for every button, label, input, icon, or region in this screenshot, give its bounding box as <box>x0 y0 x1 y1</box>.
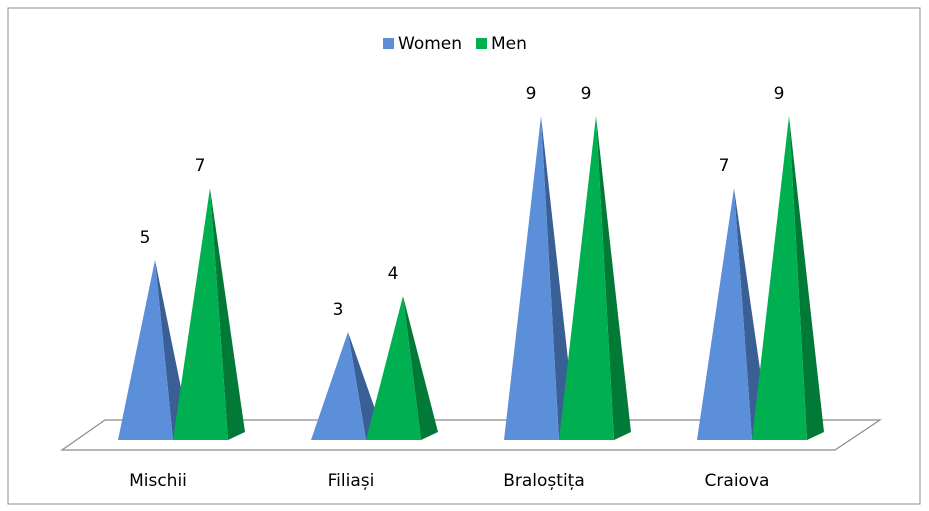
legend-label: Women <box>398 34 462 54</box>
legend-label: Men <box>491 34 527 54</box>
pyramid-side <box>210 188 245 440</box>
pyramid <box>559 116 614 440</box>
pyramid <box>504 116 559 440</box>
value-label: 7 <box>195 156 206 176</box>
floor <box>60 419 882 451</box>
pyramid <box>173 188 228 440</box>
value-label: 9 <box>526 84 537 104</box>
pyramid-side <box>789 116 824 440</box>
pyramid <box>311 332 366 440</box>
pyramid <box>366 296 421 440</box>
pyramid <box>752 116 807 440</box>
pyramid-side <box>596 116 631 440</box>
legend-swatch <box>383 38 394 49</box>
x-tick-label: Mischii <box>129 471 187 491</box>
value-label: 9 <box>581 84 592 104</box>
pyramid <box>697 188 752 440</box>
x-tick-label: Braloștița <box>503 471 585 491</box>
value-label: 4 <box>388 264 399 284</box>
legend-swatch <box>476 38 488 49</box>
pyramid-side <box>403 296 438 440</box>
x-tick-label: Filiași <box>328 471 375 491</box>
x-tick-label: Craiova <box>705 471 770 491</box>
value-label: 5 <box>140 228 151 248</box>
pyramid-side <box>541 116 576 440</box>
value-label: 9 <box>774 84 785 104</box>
pyramid <box>118 260 173 440</box>
value-label: 3 <box>333 300 344 320</box>
value-label: 7 <box>719 156 730 176</box>
